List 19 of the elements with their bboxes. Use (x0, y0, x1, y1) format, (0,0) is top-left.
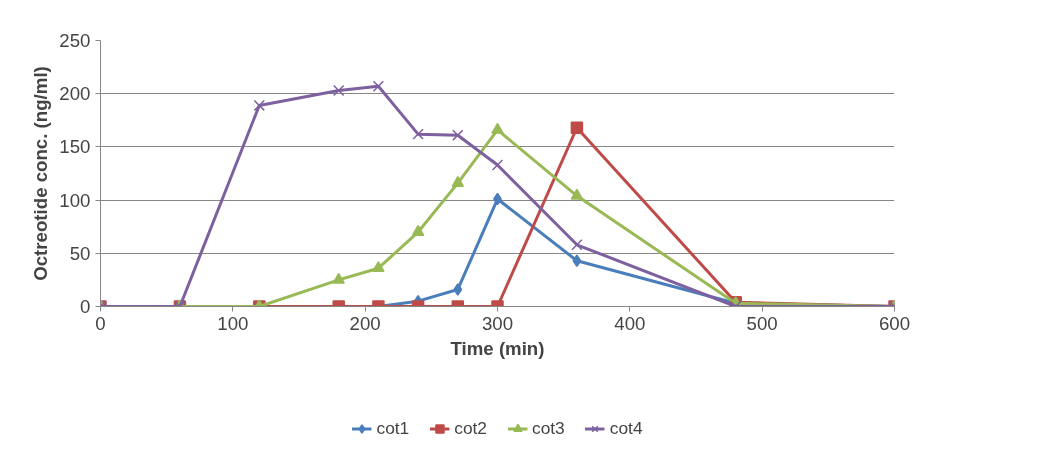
x-tick-label: 200 (349, 312, 381, 334)
legend-label: cot3 (532, 417, 565, 439)
y-tick-label: 0 (80, 296, 91, 317)
legend-label: cot2 (454, 417, 487, 439)
x-tick-label: 500 (746, 312, 778, 334)
y-tick-label: 150 (59, 136, 91, 158)
y-tick-label: 50 (69, 242, 91, 264)
legend-label: cot4 (609, 417, 643, 439)
x-tick-label: 0 (95, 312, 106, 334)
x-tick-label: 600 (878, 312, 911, 334)
x-tick-label: 300 (481, 312, 514, 334)
x-tick-label: 400 (614, 312, 646, 334)
y-tick-label: 250 (59, 30, 91, 51)
x-axis-title: Time (min) (450, 337, 545, 359)
y-axis-title: Octreotide conc. (ng/ml) (30, 66, 52, 281)
y-tick-label: 200 (59, 83, 91, 105)
x-tick-label: 100 (217, 312, 249, 334)
y-tick-label: 100 (59, 189, 91, 211)
legend-label: cot1 (376, 417, 410, 439)
